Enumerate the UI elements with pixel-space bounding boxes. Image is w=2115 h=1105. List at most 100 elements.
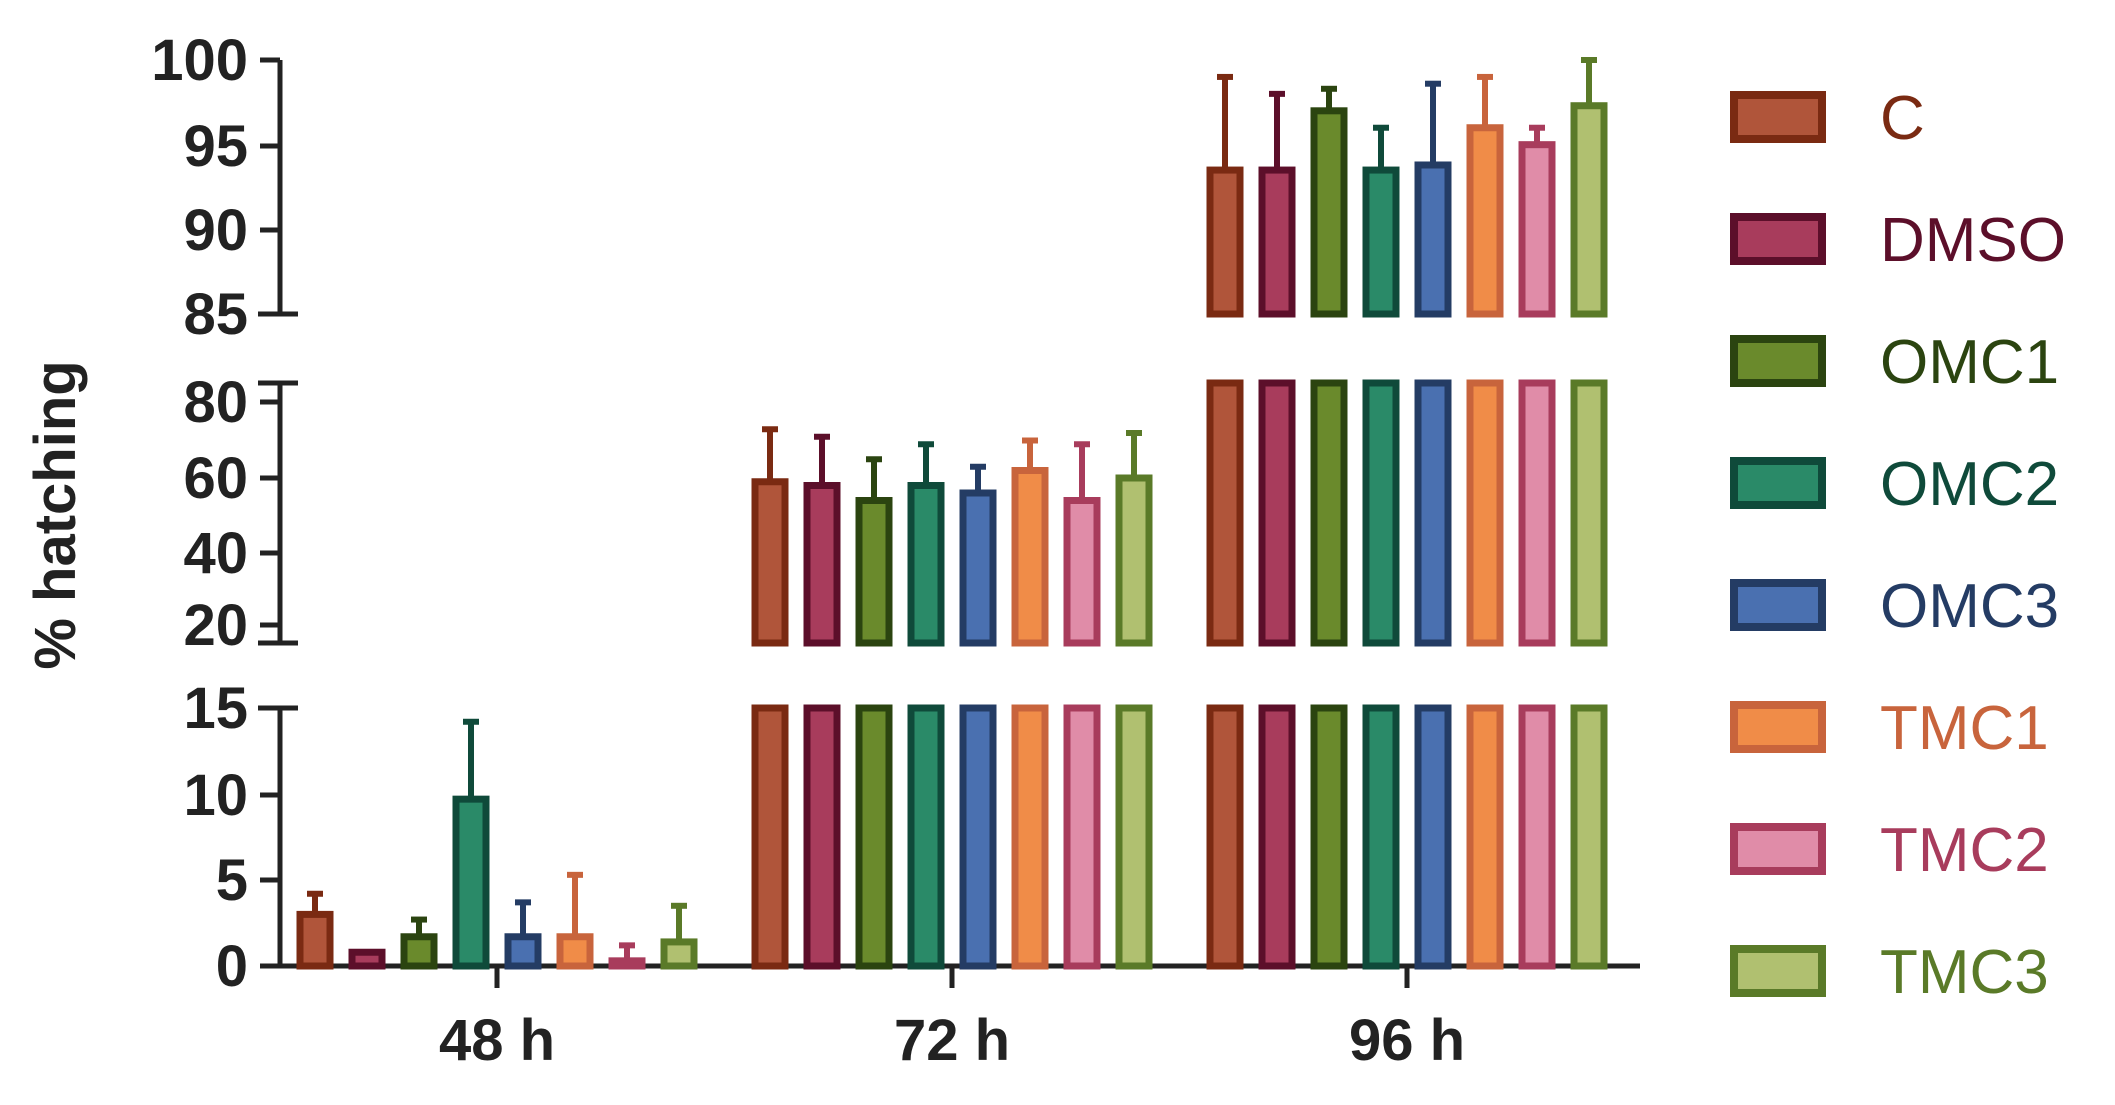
- legend-swatch: [1730, 91, 1826, 143]
- bar-TMC1-96h: [1466, 73, 1504, 970]
- y-tick-label: 40: [183, 521, 248, 586]
- legend-item-OMC3: OMC3: [1730, 572, 2059, 641]
- x-tick-label: 96 h: [1349, 1008, 1465, 1073]
- legend-item-OMC2: OMC2: [1730, 450, 2059, 519]
- bar-segment: [803, 704, 841, 970]
- bar-segment: [504, 933, 542, 970]
- bar-TMC2-72h: [1063, 441, 1101, 970]
- bar-segment: [907, 704, 945, 970]
- legend-swatch: [1730, 457, 1826, 509]
- bar-TMC2-48h: [608, 942, 646, 970]
- bar-segment: [1570, 102, 1608, 318]
- bar-segment: [1466, 379, 1504, 647]
- bar-segment: [1115, 704, 1153, 970]
- bar-segment: [1206, 704, 1244, 970]
- bar-segment: [907, 482, 945, 647]
- bar-segment: [348, 948, 386, 970]
- legend-swatch: [1730, 945, 1826, 997]
- legend-swatch: [1730, 823, 1826, 875]
- legend-item-TMC3: TMC3: [1730, 938, 2049, 1007]
- bars: [296, 57, 1608, 970]
- legend-item-C: C: [1730, 84, 1925, 153]
- legend: C DMSO OMC1 OMC2 OMC3 TMC1 TMC2 TMC3: [1730, 84, 2066, 1007]
- legend-label: TMC3: [1880, 938, 2049, 1007]
- legend-label: TMC2: [1880, 816, 2049, 885]
- bar-segment: [1258, 166, 1296, 318]
- legend-item-TMC2: TMC2: [1730, 816, 2049, 885]
- legend-label: C: [1880, 84, 1925, 153]
- bar-segment: [1011, 704, 1049, 970]
- bar-C-72h: [751, 426, 789, 970]
- bar-segment: [1414, 161, 1452, 318]
- bar-OMC3-96h: [1414, 80, 1452, 970]
- bar-segment: [1206, 379, 1244, 647]
- legend-item-DMSO: DMSO: [1730, 206, 2066, 275]
- bar-TMC3-72h: [1115, 430, 1153, 970]
- legend-label: OMC1: [1880, 328, 2059, 397]
- bar-OMC2-72h: [907, 441, 945, 970]
- bar-segment: [1258, 379, 1296, 647]
- bar-segment: [855, 497, 893, 647]
- bar-segment: [1518, 379, 1556, 647]
- axes: 0 5 10 15 20 40 60 80 85 90 95 100: [151, 28, 1640, 999]
- bar-segment: [1206, 166, 1244, 318]
- bar-OMC1-96h: [1310, 85, 1348, 970]
- bar-segment: [1518, 704, 1556, 970]
- bar-segment: [296, 910, 334, 970]
- bar-segment: [452, 795, 490, 970]
- x-tick-label: 48 h: [439, 1008, 555, 1073]
- bar-segment: [1063, 497, 1101, 647]
- bar-C-96h: [1206, 73, 1244, 970]
- legend-label: DMSO: [1880, 206, 2066, 275]
- y-tick-label: 95: [183, 114, 248, 179]
- bar-segment: [1570, 704, 1608, 970]
- legend-label: OMC2: [1880, 450, 2059, 519]
- y-tick-label: 80: [183, 370, 248, 435]
- bar-segment: [1570, 379, 1608, 647]
- bar-segment: [803, 482, 841, 647]
- y-tick-label: 90: [183, 198, 248, 263]
- bar-segment: [1362, 166, 1400, 318]
- bar-segment: [751, 704, 789, 970]
- legend-swatch: [1730, 701, 1826, 753]
- bar-segment: [1258, 704, 1296, 970]
- bar-DMSO-48h: [348, 948, 386, 970]
- y-tick-label: 5: [216, 848, 248, 913]
- bar-segment: [1414, 379, 1452, 647]
- y-tick-label: 60: [183, 446, 248, 511]
- y-tick-label: 15: [183, 676, 248, 741]
- bar-DMSO-72h: [803, 433, 841, 970]
- y-tick-label: 10: [183, 763, 248, 828]
- y-tick-label: 100: [151, 28, 248, 93]
- x-tick-labels: 48 h 72 h 96 h: [439, 1008, 1465, 1073]
- bar-segment: [751, 478, 789, 647]
- bar-segment: [1310, 379, 1348, 647]
- bar-segment: [1466, 704, 1504, 970]
- legend-swatch: [1730, 213, 1826, 265]
- bar-TMC3-48h: [660, 902, 698, 970]
- bar-OMC3-72h: [959, 463, 997, 970]
- bar-segment: [959, 704, 997, 970]
- legend-label: TMC1: [1880, 694, 2049, 763]
- bar-OMC3-48h: [504, 899, 542, 970]
- legend-item-OMC1: OMC1: [1730, 328, 2059, 397]
- bar-OMC1-48h: [400, 916, 438, 970]
- bar-segment: [1310, 107, 1348, 318]
- x-tick-label: 72 h: [894, 1008, 1010, 1073]
- bar-TMC1-48h: [556, 871, 594, 970]
- y-tick-label: 0: [216, 934, 248, 999]
- legend-item-TMC1: TMC1: [1730, 694, 2049, 763]
- bar-segment: [1115, 474, 1153, 647]
- bar-segment: [608, 957, 646, 970]
- y-axis-title: % hatching: [23, 360, 88, 669]
- legend-swatch: [1730, 579, 1826, 631]
- legend-label: OMC3: [1880, 572, 2059, 641]
- bar-segment: [855, 704, 893, 970]
- bar-OMC1-72h: [855, 456, 893, 970]
- y-tick-label: 20: [183, 593, 248, 658]
- bar-segment: [1362, 704, 1400, 970]
- bar-segment: [1011, 467, 1049, 647]
- bar-segment: [400, 933, 438, 970]
- bar-segment: [1362, 379, 1400, 647]
